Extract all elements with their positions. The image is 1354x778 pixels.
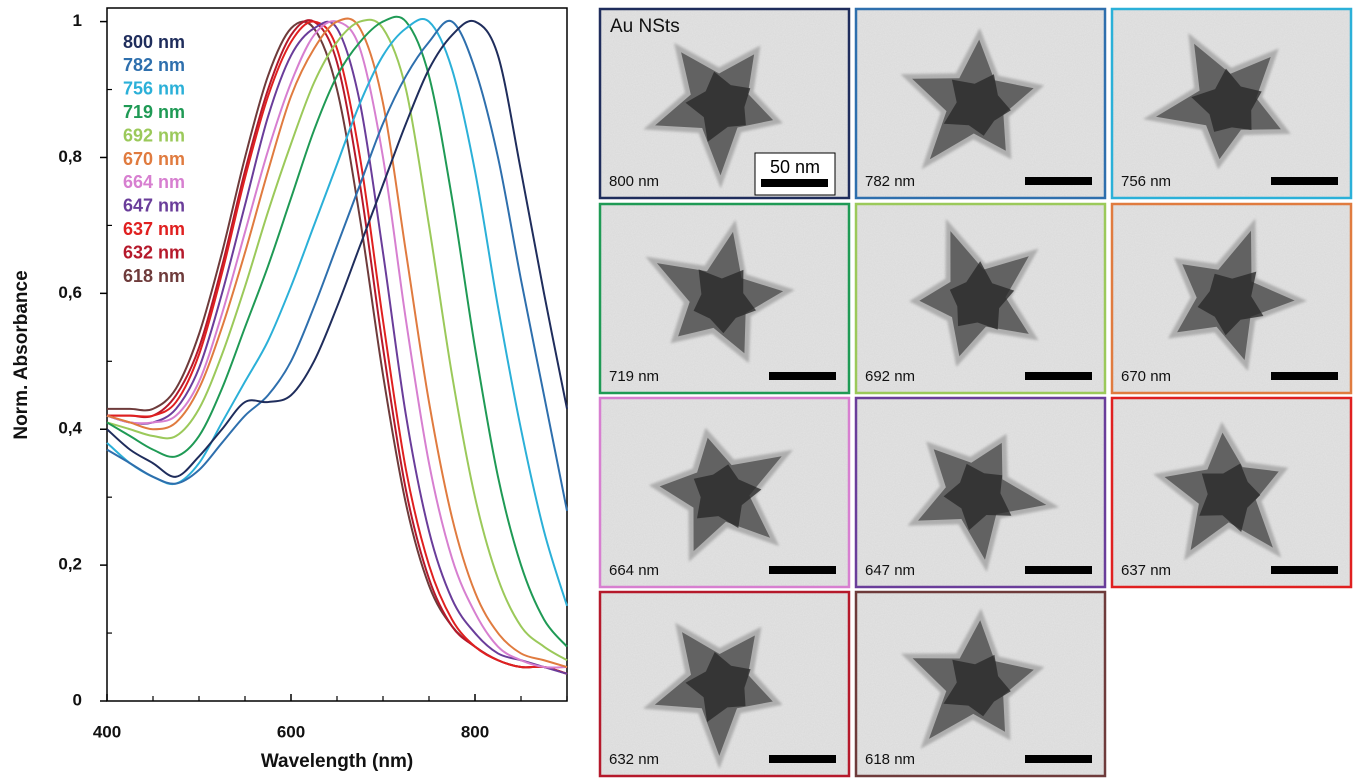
figure: Wavelength (nm) Norm. Absorbance 800 nm 5…: [0, 0, 1354, 778]
tem-title: Au NSts: [610, 16, 680, 37]
legend-entry: 782 nm: [123, 55, 185, 75]
scale-bar: [769, 566, 836, 574]
scale-bar: [1271, 177, 1338, 185]
legend-entry: 692 nm: [123, 125, 185, 145]
scale-bar: [1271, 566, 1338, 574]
scale-bar-label: 50 nm: [770, 157, 820, 177]
x-axis-title: Wavelength (nm): [261, 751, 413, 772]
legend-entry: 800 nm: [123, 32, 185, 52]
y-tick-label: 1: [73, 11, 82, 30]
panel-label: 664 nm: [609, 562, 659, 579]
panel-label: 647 nm: [865, 562, 915, 579]
legend-entry: 719 nm: [123, 102, 185, 122]
legend-entry: 670 nm: [123, 149, 185, 169]
y-axis-title: Norm. Absorbance: [11, 270, 32, 439]
y-tick-label: 0: [73, 690, 82, 709]
scale-bar: [1025, 372, 1092, 380]
x-tick-label: 600: [277, 722, 305, 741]
panel-label: 782 nm: [865, 173, 915, 190]
legend-entry: 632 nm: [123, 242, 185, 262]
scale-bar: [769, 372, 836, 380]
scale-bar: [1025, 177, 1092, 185]
panel-label: 632 nm: [609, 751, 659, 768]
legend-entry: 637 nm: [123, 219, 185, 239]
panel-label: 692 nm: [865, 368, 915, 385]
y-tick-label: 0,2: [58, 555, 82, 574]
y-tick-label: 0,8: [58, 147, 82, 166]
panel-label: 618 nm: [865, 751, 915, 768]
panel-label: 756 nm: [1121, 173, 1171, 190]
y-tick-label: 0,6: [58, 283, 82, 302]
legend-entry: 618 nm: [123, 266, 185, 286]
x-tick-label: 400: [93, 722, 121, 741]
page: {"chart_data": {"type": "line", "y_label…: [0, 0, 1354, 778]
panel-label: 800 nm: [609, 173, 659, 190]
scale-bar: [1025, 755, 1092, 763]
legend-entry: 647 nm: [123, 196, 185, 216]
y-tick-label: 0,4: [58, 419, 82, 438]
legend-entry: 756 nm: [123, 79, 185, 99]
scale-bar: [1025, 566, 1092, 574]
panel-label: 670 nm: [1121, 368, 1171, 385]
scale-bar: [769, 755, 836, 763]
scale-bar: [761, 179, 828, 187]
legend-entry: 664 nm: [123, 172, 185, 192]
tem-panels: 800 nm 50 nm Au NSts 782 nm 756 nm 719 nm 692 …: [599, 8, 1352, 777]
panel-label: 637 nm: [1121, 562, 1171, 579]
scale-bar: [1271, 372, 1338, 380]
panel-label: 719 nm: [609, 368, 659, 385]
x-tick-label: 800: [461, 722, 489, 741]
